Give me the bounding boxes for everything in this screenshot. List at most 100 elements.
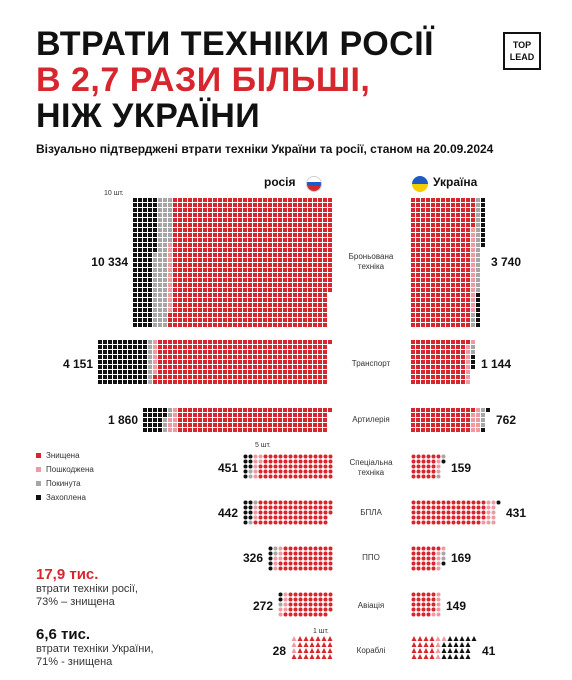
russia-unit-mark bbox=[228, 370, 232, 374]
russia-unit-mark bbox=[133, 243, 137, 247]
russia-unit-mark bbox=[193, 428, 197, 432]
ukraine-unit-mark bbox=[421, 248, 425, 252]
ukraine-unit-mark bbox=[411, 520, 416, 525]
russia-unit-mark bbox=[303, 469, 308, 474]
russia-unit-mark bbox=[248, 263, 252, 267]
ukraine-unit-mark bbox=[456, 520, 461, 525]
russia-unit-mark bbox=[273, 515, 278, 520]
russia-unit-mark bbox=[193, 360, 197, 364]
ukraine-unit-mark bbox=[436, 318, 440, 322]
russia-unit-mark bbox=[288, 355, 292, 359]
russia-unit-mark bbox=[278, 308, 282, 312]
russia-unit-mark bbox=[233, 213, 237, 217]
russia-unit-mark bbox=[233, 298, 237, 302]
russia-unit-mark bbox=[193, 208, 197, 212]
ukraine-unit-mark bbox=[456, 208, 460, 212]
russia-unit-mark bbox=[213, 293, 217, 297]
russia-unit-mark bbox=[258, 345, 262, 349]
russia-unit-mark bbox=[133, 273, 137, 277]
russia-unit-mark bbox=[303, 408, 307, 412]
russia-unit-mark bbox=[198, 308, 202, 312]
russia-unit-mark bbox=[198, 258, 202, 262]
ukraine-unit-mark bbox=[446, 350, 450, 354]
russia-unit-mark bbox=[313, 375, 317, 379]
russia-unit-mark bbox=[148, 293, 152, 297]
russia-unit-mark bbox=[248, 459, 253, 464]
ukraine-unit-mark bbox=[447, 642, 453, 647]
ukraine-unit-mark bbox=[436, 597, 441, 602]
category-label: БПЛА bbox=[336, 508, 406, 518]
russia-unit-mark bbox=[308, 258, 312, 262]
russia-unit-mark bbox=[258, 474, 263, 479]
russia-unit-mark bbox=[313, 298, 317, 302]
ukraine-unit-mark bbox=[431, 263, 435, 267]
russia-unit-mark bbox=[263, 459, 268, 464]
russia-unit-mark bbox=[208, 313, 212, 317]
ukraine-unit-mark bbox=[417, 648, 423, 653]
russia-unit-mark bbox=[298, 556, 303, 561]
russia-unit-mark bbox=[273, 340, 277, 344]
russia-unit-mark bbox=[158, 360, 162, 364]
ukraine-unit-mark bbox=[471, 198, 475, 202]
russia-unit-mark bbox=[158, 243, 162, 247]
ukraine-unit-mark bbox=[426, 612, 431, 617]
ukraine-unit-mark bbox=[416, 213, 420, 217]
russia-unit-mark bbox=[208, 203, 212, 207]
russia-unit-mark bbox=[298, 223, 302, 227]
russia-unit-mark bbox=[273, 213, 277, 217]
russia-unit-mark bbox=[327, 636, 333, 641]
russia-unit-mark bbox=[233, 350, 237, 354]
ukraine-unit-mark bbox=[446, 213, 450, 217]
russia-unit-mark bbox=[263, 198, 267, 202]
russia-unit-mark bbox=[203, 223, 207, 227]
russia-unit-mark bbox=[188, 233, 192, 237]
russia-unit-mark bbox=[303, 556, 308, 561]
russia-unit-mark bbox=[288, 500, 293, 505]
russia-unit-mark bbox=[303, 228, 307, 232]
russia-unit-mark bbox=[203, 228, 207, 232]
russia-unit-mark bbox=[293, 213, 297, 217]
ukraine-unit-mark bbox=[436, 355, 440, 359]
russia-unit-mark bbox=[313, 268, 317, 272]
russia-unit-mark bbox=[133, 263, 137, 267]
russia-unit-mark bbox=[283, 258, 287, 262]
russia-unit-mark bbox=[243, 340, 247, 344]
russia-unit-mark bbox=[268, 318, 272, 322]
russia-unit-mark bbox=[283, 340, 287, 344]
russia-unit-mark bbox=[253, 418, 257, 422]
ukraine-unit-mark bbox=[416, 428, 420, 432]
russia-unit-mark bbox=[173, 228, 177, 232]
ukraine-unit-mark bbox=[421, 268, 425, 272]
ukraine-unit-mark bbox=[421, 370, 425, 374]
russia-unit-mark bbox=[288, 375, 292, 379]
russia-unit-mark bbox=[303, 293, 307, 297]
russia-total-label: 1 860 bbox=[107, 413, 138, 427]
russia-unit-mark bbox=[218, 408, 222, 412]
russia-unit-mark bbox=[188, 238, 192, 242]
russia-unit-mark bbox=[218, 380, 222, 384]
russia-unit-mark bbox=[243, 459, 248, 464]
ukraine-unit-mark bbox=[431, 592, 436, 597]
russia-unit-mark bbox=[328, 223, 332, 227]
russia-unit-mark bbox=[188, 418, 192, 422]
russia-unit-mark bbox=[208, 380, 212, 384]
russia-unit-mark bbox=[293, 380, 297, 384]
ukraine-unit-mark bbox=[476, 198, 480, 202]
russia-unit-mark bbox=[193, 268, 197, 272]
russia-unit-mark bbox=[288, 298, 292, 302]
russia-unit-mark bbox=[198, 233, 202, 237]
russia-unit-mark bbox=[228, 273, 232, 277]
russia-unit-mark bbox=[253, 243, 257, 247]
ukraine-unit-mark bbox=[456, 223, 460, 227]
russia-unit-mark bbox=[318, 551, 323, 556]
russia-unit-mark bbox=[303, 308, 307, 312]
russia-unit-mark bbox=[158, 248, 162, 252]
russia-unit-mark bbox=[303, 223, 307, 227]
russia-unit-mark bbox=[303, 607, 308, 612]
russia-unit-mark bbox=[188, 263, 192, 267]
russia-unit-mark bbox=[123, 365, 127, 369]
russia-unit-mark bbox=[313, 510, 318, 515]
russia-unit-mark bbox=[273, 228, 277, 232]
russia-unit-mark bbox=[323, 408, 327, 412]
ukraine-unit-mark bbox=[436, 288, 440, 292]
